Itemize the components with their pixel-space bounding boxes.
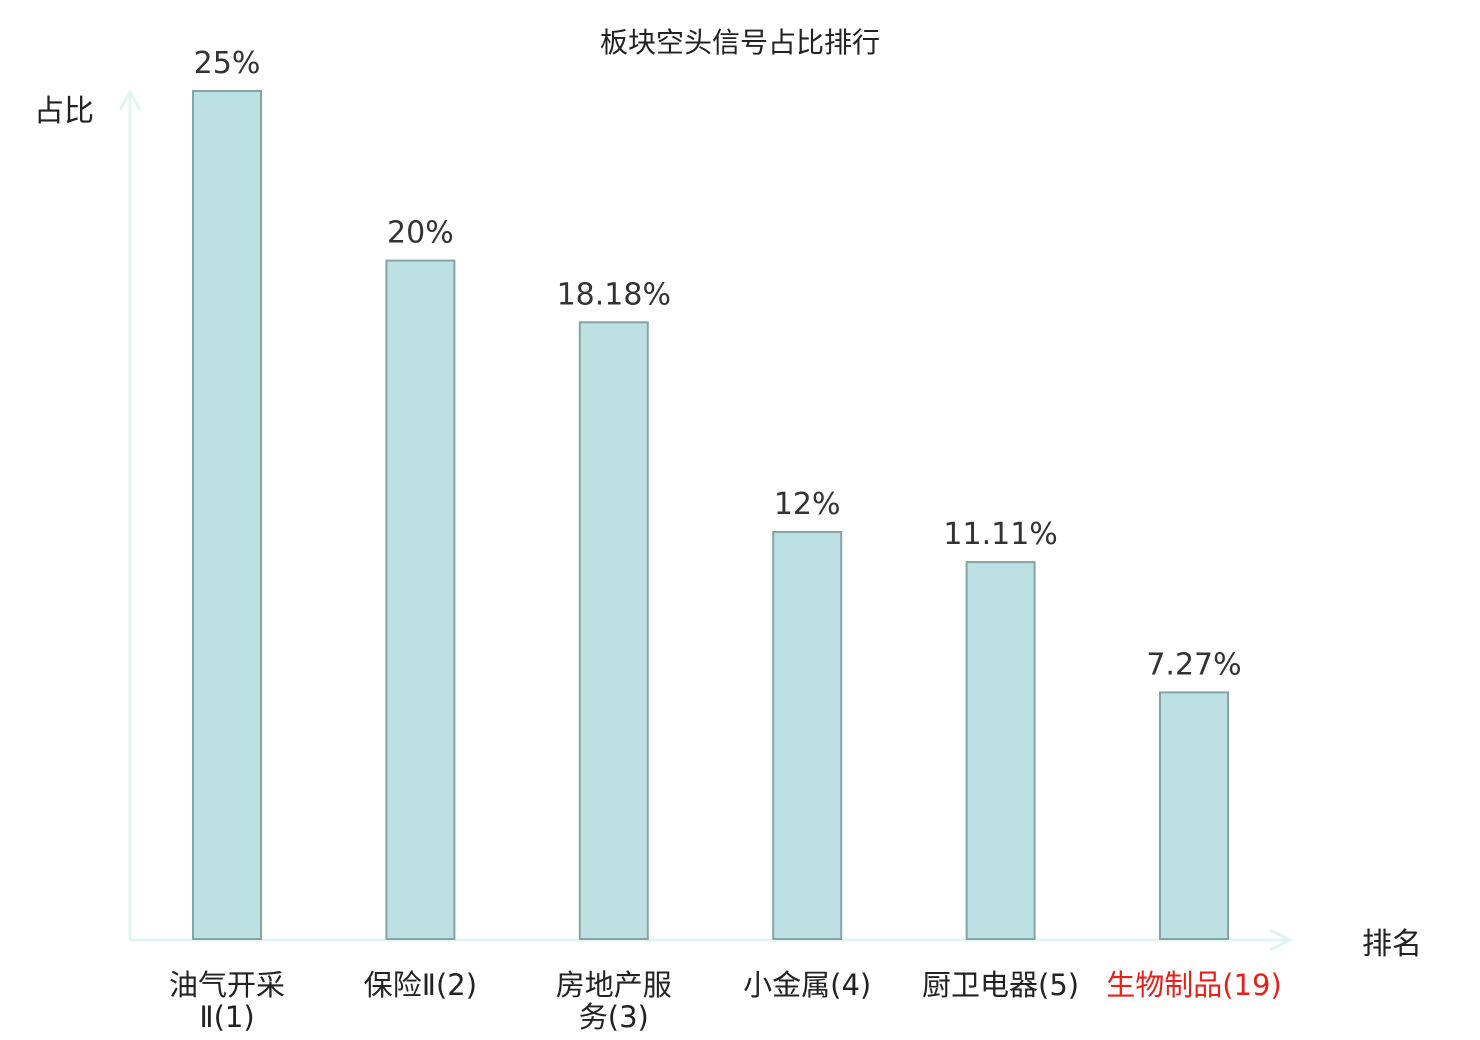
x-tick-label: 生物制品(19) (1106, 968, 1282, 1002)
x-tick-label: 保险Ⅱ(2) (364, 968, 477, 1002)
x-tick-label: 厨卫电器(5) (922, 968, 1079, 1002)
x-axis-arrow (1269, 928, 1294, 952)
y-axis-arrow (118, 88, 142, 111)
bar-value-label: 7.27% (1146, 647, 1241, 682)
bar-value-label: 18.18% (557, 277, 671, 312)
bar (1159, 691, 1229, 941)
x-tick-label: 务(3) (579, 1000, 649, 1034)
bar (578, 321, 649, 940)
value-labels: 25% 20% 18.18% 12% 11.11% 7.27% (194, 46, 1242, 682)
bar-value-label: 25% (194, 46, 261, 81)
bar (385, 259, 456, 941)
bar (192, 90, 262, 940)
bar (772, 531, 843, 940)
bar-value-label: 11.11% (943, 517, 1057, 552)
bar (965, 561, 1036, 940)
x-tick-label: 油气开采 (169, 968, 285, 1002)
bar-value-label: 20% (387, 216, 454, 251)
bar-series (192, 90, 1229, 941)
y-axis-label: 占比 (34, 94, 94, 129)
x-tick-label: 房地产服 (556, 968, 672, 1002)
chart-title: 板块空头信号占比排行 (600, 26, 880, 59)
x-tick-label: Ⅱ(1) (199, 1000, 254, 1034)
x-tick-label: 小金属(4) (743, 968, 871, 1002)
x-axis-label: 排名 (1362, 927, 1422, 962)
bar-value-label: 12% (774, 487, 841, 522)
